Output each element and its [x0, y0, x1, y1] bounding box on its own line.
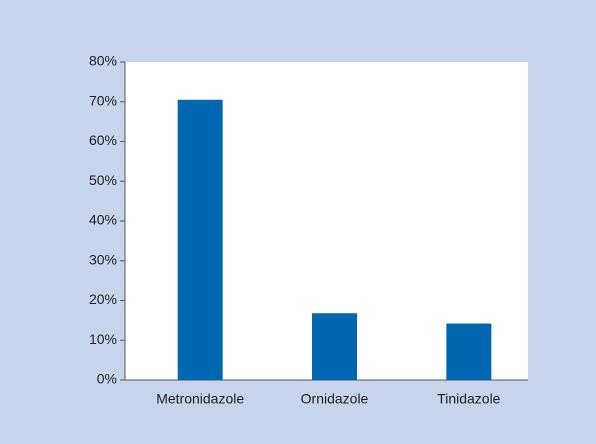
y-tick-label: 70%: [89, 92, 117, 108]
bar: [312, 313, 357, 380]
bar: [446, 323, 492, 380]
y-tick-label: 80%: [89, 53, 117, 69]
x-tick-label: Tinidazole: [437, 391, 501, 407]
x-tick-label: Metronidazole: [156, 391, 244, 407]
y-tick-label: 30%: [89, 251, 117, 267]
bar: [177, 99, 223, 380]
y-tick-label: 10%: [89, 331, 117, 347]
y-tick-label: 50%: [89, 172, 117, 188]
y-tick-label: 40%: [89, 212, 117, 228]
y-tick-label: 20%: [89, 291, 117, 307]
x-tick-label: Ornidazole: [301, 391, 369, 407]
y-tick-label: 60%: [89, 132, 117, 148]
y-tick-label: 0%: [97, 371, 117, 387]
